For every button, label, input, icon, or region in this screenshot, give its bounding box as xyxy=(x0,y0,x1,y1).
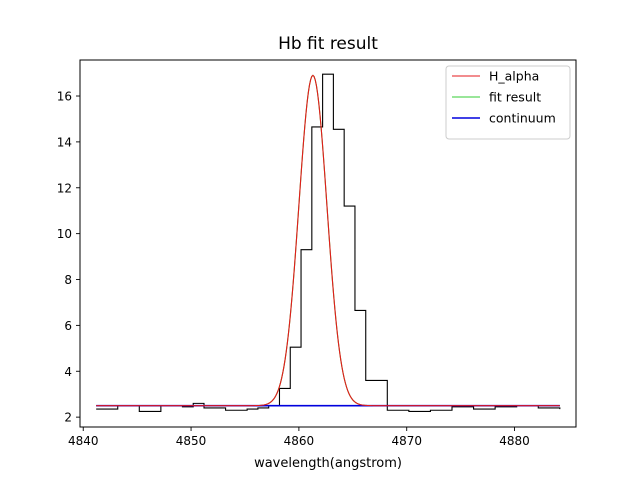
x-tick-label: 4840 xyxy=(68,434,99,448)
axes-frame xyxy=(79,59,577,428)
x-axis: 4840 4850 4860 4870 4880 xyxy=(68,427,530,448)
y-tick-label: 4 xyxy=(64,365,72,379)
x-tick-label: 4850 xyxy=(176,434,207,448)
series-group xyxy=(96,73,561,412)
y-tick-label: 8 xyxy=(64,273,72,287)
x-axis-label: wavelength(angstrom) xyxy=(254,456,402,471)
axes-spine xyxy=(79,59,577,428)
legend-label-h-alpha: H_alpha xyxy=(489,69,539,84)
series-line-h-alpha xyxy=(96,74,560,407)
x-tick-label: 4860 xyxy=(284,434,315,448)
y-tick-label: 6 xyxy=(64,319,72,333)
legend-label-fit-result: fit result xyxy=(489,90,541,105)
legend-box xyxy=(445,65,571,140)
x-tick-label: 4880 xyxy=(499,434,530,448)
x-tick-label: 4870 xyxy=(391,434,422,448)
y-axis: 2 4 6 8 10 12 14 16 xyxy=(57,90,80,425)
chart-title: Hb fit result xyxy=(278,34,378,54)
y-tick-label: 10 xyxy=(57,227,72,241)
plot-area xyxy=(96,73,561,412)
y-tick-label: 12 xyxy=(57,181,72,195)
legend-label-continuum: continuum xyxy=(489,111,556,126)
y-tick-label: 16 xyxy=(57,90,72,104)
y-tick-label: 2 xyxy=(64,411,72,425)
y-tick-label: 14 xyxy=(57,135,72,149)
